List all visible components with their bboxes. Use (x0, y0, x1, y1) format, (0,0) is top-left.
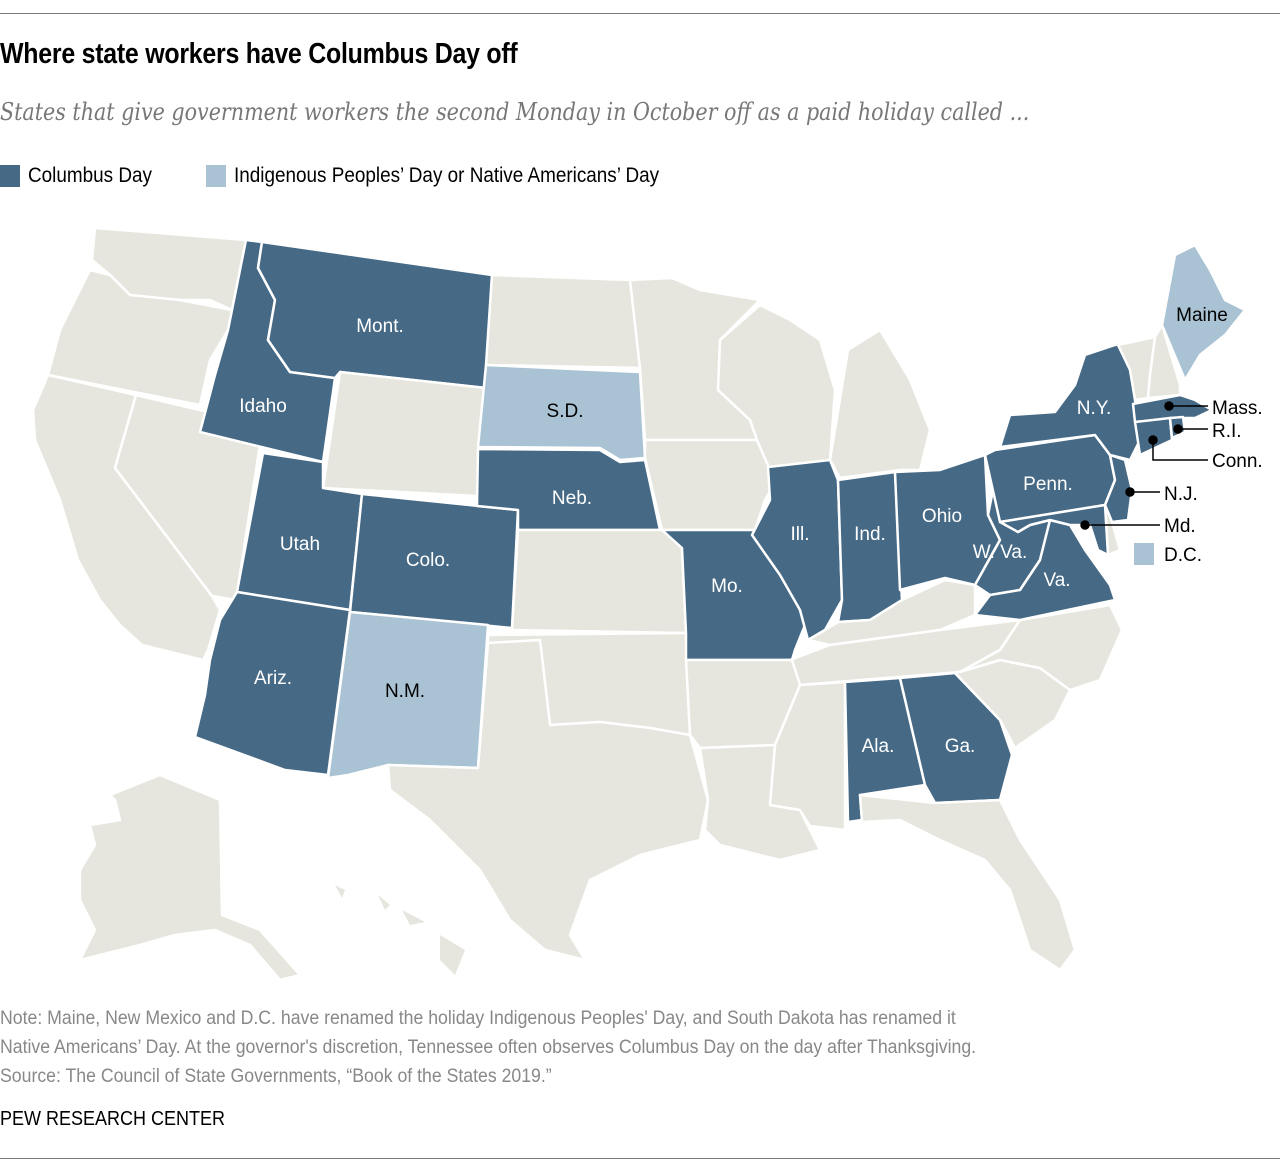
label-ga: Ga. (945, 736, 976, 757)
states (31, 226, 1247, 982)
label-maine: Maine (1176, 305, 1228, 326)
state-florida (858, 793, 1077, 972)
chart-subtitle: States that give government workers the … (0, 98, 1030, 126)
state-alaska (78, 773, 302, 982)
state-new-jersey (1103, 453, 1134, 524)
label-wva: W. Va. (973, 542, 1028, 563)
callout-labels: Mass. R.I. Conn. N.J. Md. D.C. (1164, 398, 1263, 566)
dc-swatch (1134, 543, 1154, 565)
label-nm: N.M. (385, 681, 425, 702)
state-iowa (643, 438, 782, 532)
label-colo: Colo. (406, 550, 450, 571)
legend-label: Indigenous Peoples’ Day or Native Americ… (233, 164, 659, 187)
bottom-rule (0, 1158, 1280, 1159)
state-north-dakota (484, 273, 642, 370)
footnote: Note: Maine, New Mexico and D.C. have re… (0, 1004, 1209, 1091)
legend-label: Columbus Day (28, 164, 152, 187)
callout-nj: N.J. (1164, 484, 1198, 505)
legend-swatch-indigenous (205, 165, 226, 187)
state-michigan (828, 328, 932, 480)
label-neb: Neb. (552, 488, 592, 509)
chart-title: Where state workers have Columbus Day of… (0, 38, 518, 70)
state-texas (386, 638, 710, 962)
source-line: Source: The Council of State Governments… (0, 1066, 552, 1087)
label-utah: Utah (280, 534, 320, 555)
legend-item-columbus: Columbus Day (0, 164, 166, 188)
callout-ri: R.I. (1212, 421, 1242, 442)
state-indiana (836, 470, 904, 624)
state-kansas (510, 528, 688, 635)
label-ariz: Ariz. (254, 668, 292, 689)
top-rule (0, 13, 1280, 14)
note-line-1: Note: Maine, New Mexico and D.C. have re… (0, 1008, 956, 1029)
state-north-carolina (958, 603, 1124, 692)
state-montana (256, 240, 494, 390)
label-idaho: Idaho (239, 396, 287, 417)
state-hawaii (335, 885, 465, 975)
label-ny: N.Y. (1077, 398, 1112, 419)
legend: Columbus Day Indigenous Peoples’ Day or … (0, 164, 746, 188)
callout-mass: Mass. (1212, 398, 1263, 419)
callout-md: Md. (1164, 516, 1196, 537)
us-map: Mont. Idaho Utah Colo. Ariz. N.M. S.D. N… (31, 226, 1263, 982)
state-labels: Mont. Idaho Utah Colo. Ariz. N.M. S.D. N… (239, 305, 1228, 757)
label-ind: Ind. (854, 524, 886, 545)
label-va: Va. (1043, 570, 1070, 591)
label-ala: Ala. (862, 736, 895, 757)
state-maine (1160, 243, 1247, 382)
callout-conn: Conn. (1212, 451, 1263, 472)
label-ill: Ill. (791, 524, 810, 545)
callout-dc: D.C. (1164, 545, 1202, 566)
legend-item-indigenous: Indigenous Peoples’ Day or Native Americ… (205, 164, 706, 188)
state-maryland (998, 503, 1110, 557)
state-wyoming (321, 370, 488, 498)
label-penn: Penn. (1023, 474, 1073, 495)
legend-swatch-columbus (0, 165, 20, 187)
label-mo: Mo. (711, 576, 743, 597)
pew-credit: PEW RESEARCH CENTER (0, 1108, 226, 1130)
label-sd: S.D. (547, 401, 584, 422)
note-line-2: Native Americans’ Day. At the governor's… (0, 1037, 977, 1058)
label-mont: Mont. (356, 316, 404, 337)
label-ohio: Ohio (922, 506, 962, 527)
callouts (1080, 401, 1208, 530)
